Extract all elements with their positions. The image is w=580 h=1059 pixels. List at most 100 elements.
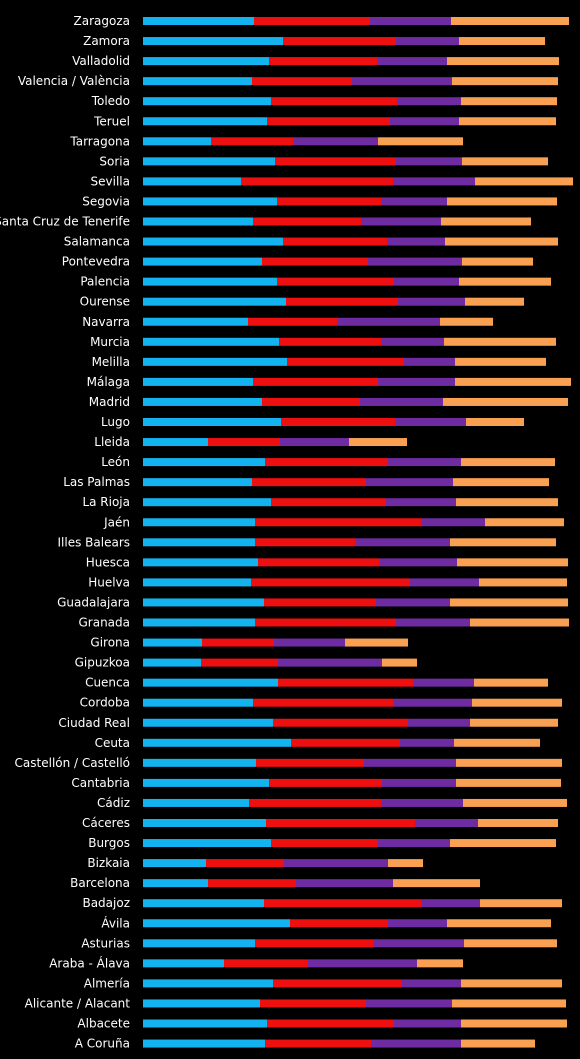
bar-segment-4 (472, 698, 562, 707)
bar-segment-3 (378, 839, 450, 848)
bar-segment-4 (459, 117, 556, 126)
bar-segment-3 (398, 297, 465, 306)
bar-segment-3 (366, 999, 452, 1008)
bar-segment-4 (452, 999, 566, 1008)
category-label: Toledo (91, 94, 130, 108)
bar-segment-3 (421, 899, 480, 908)
bar-segment-1 (143, 177, 241, 186)
bar-segment-3 (382, 778, 456, 787)
bar-segment-3 (388, 919, 447, 928)
bar-segment-1 (143, 979, 273, 988)
bar-segment-2 (290, 919, 388, 928)
category-label: Gipuzkoa (75, 656, 130, 670)
bar-segment-2 (265, 1039, 371, 1048)
bar-segment-1 (143, 117, 267, 126)
category-label: Burgos (88, 836, 130, 850)
category-label: Cordoba (80, 696, 130, 710)
category-label: Guadalajara (57, 595, 130, 609)
bars-layer (143, 17, 573, 1048)
category-label: Melilla (92, 355, 130, 369)
bar-segment-2 (206, 859, 284, 868)
bar-segment-3 (274, 638, 345, 647)
bar-segment-3 (360, 397, 443, 406)
bar-segment-1 (143, 397, 262, 406)
bar-segment-3 (361, 217, 441, 226)
category-label: La Rioja (82, 495, 130, 509)
bar-segment-4 (447, 57, 559, 66)
bar-segment-1 (143, 658, 201, 667)
category-label: Alicante / Alacant (25, 996, 131, 1010)
bar-segment-4 (444, 337, 556, 346)
bar-segment-2 (208, 438, 280, 447)
bar-segment-3 (413, 678, 474, 687)
bar-segment-3 (397, 97, 461, 106)
bar-segment-1 (143, 919, 290, 928)
bar-segment-2 (271, 498, 386, 507)
category-label: A Coruña (75, 1037, 130, 1051)
category-label: Valencia / València (18, 74, 130, 88)
bar-segment-2 (281, 418, 395, 426)
bar-segment-3 (368, 257, 462, 266)
bar-segment-4 (470, 618, 569, 627)
bar-segment-4 (461, 1039, 535, 1048)
bar-segment-2 (211, 137, 293, 146)
category-label: Araba - Álava (49, 955, 130, 970)
category-label: Ávila (101, 915, 130, 930)
bar-segment-3 (393, 177, 475, 186)
bar-segment-3 (401, 979, 461, 988)
bar-segment-2 (252, 478, 366, 487)
bar-segment-1 (143, 798, 249, 807)
bar-segment-1 (143, 778, 269, 787)
bar-segment-1 (143, 999, 260, 1008)
bar-segment-2 (255, 618, 396, 627)
bar-segment-1 (143, 17, 254, 25)
bar-segment-4 (480, 899, 562, 908)
category-label: Ourense (80, 295, 130, 309)
bar-segment-2 (260, 999, 366, 1008)
bar-segment-1 (143, 438, 208, 447)
bar-segment-4 (456, 758, 562, 767)
bar-segment-2 (279, 337, 381, 346)
bar-segment-4 (466, 418, 524, 426)
bar-segment-4 (465, 297, 524, 306)
bar-segment-1 (143, 698, 253, 707)
bar-segment-1 (143, 277, 277, 286)
category-label: Albacete (77, 1017, 130, 1031)
category-label: Bizkaia (87, 856, 130, 870)
bar-segment-4 (441, 217, 531, 226)
bar-segment-4 (462, 257, 533, 266)
bar-segment-2 (251, 578, 410, 587)
bar-segment-2 (286, 297, 398, 306)
bar-segment-4 (388, 859, 423, 868)
bar-segment-1 (143, 678, 278, 687)
bar-segment-1 (143, 859, 206, 868)
bar-segment-4 (462, 157, 548, 166)
bar-segment-4 (378, 137, 463, 146)
bar-segment-3 (390, 117, 459, 126)
bar-segment-1 (143, 558, 258, 567)
bar-segment-2 (264, 899, 421, 908)
bar-segment-1 (143, 97, 271, 106)
bar-segment-3 (376, 598, 450, 607)
bar-segment-1 (143, 57, 269, 66)
bar-segment-1 (143, 959, 224, 968)
category-label: Asturias (81, 936, 130, 950)
bar-segment-1 (143, 718, 273, 727)
bar-segment-3 (371, 1039, 461, 1048)
bar-segment-1 (143, 899, 264, 908)
bar-segment-4 (452, 77, 558, 86)
bar-segment-2 (264, 598, 376, 607)
bar-segment-3 (410, 578, 479, 587)
bar-segment-3 (387, 237, 445, 246)
bar-segment-3 (278, 658, 382, 667)
category-label: Madrid (89, 395, 130, 409)
bar-segment-4 (443, 397, 568, 406)
bar-segment-1 (143, 197, 277, 206)
category-label: Cuenca (85, 676, 130, 690)
bar-segment-1 (143, 939, 255, 948)
bar-segment-2 (291, 738, 400, 747)
bar-segment-3 (308, 959, 417, 968)
bar-segment-4 (447, 197, 557, 206)
bar-segment-2 (224, 959, 308, 968)
